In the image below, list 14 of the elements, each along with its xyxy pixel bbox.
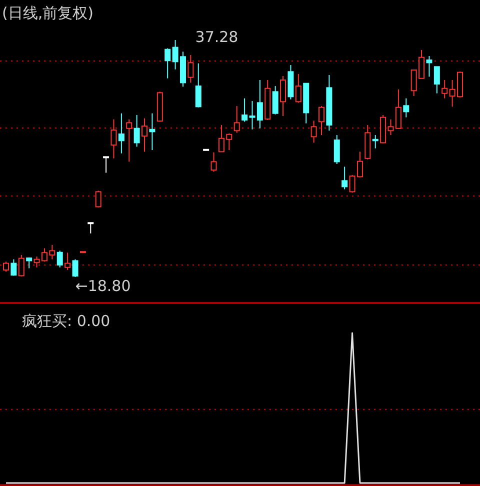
annotation: ←18.80 <box>75 277 131 295</box>
candlestick <box>342 166 348 190</box>
candlestick <box>442 80 448 99</box>
annotation: 37.28 <box>195 28 238 46</box>
candlestick <box>310 120 317 144</box>
candlestick <box>118 112 124 154</box>
candlestick <box>403 98 410 118</box>
chart-title: (日线,前复权) <box>2 4 94 22</box>
candlestick <box>372 134 378 149</box>
chart-title: 疯狂买: 0.00 <box>22 312 110 330</box>
candlestick <box>149 112 156 151</box>
candlestick <box>142 118 148 152</box>
candlestick <box>256 80 263 129</box>
candlestick <box>110 118 117 159</box>
